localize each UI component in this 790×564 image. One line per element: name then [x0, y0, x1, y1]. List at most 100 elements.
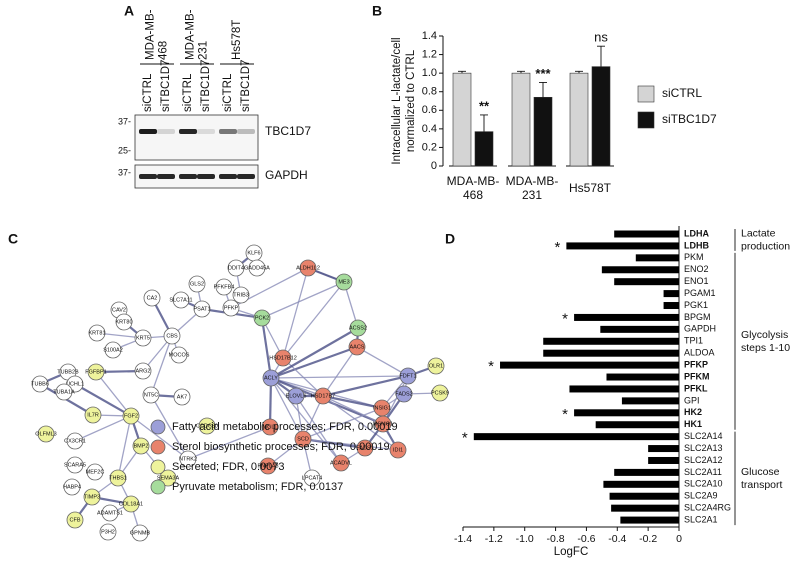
band	[179, 174, 197, 179]
node-label: CFB	[70, 517, 81, 523]
node-label: MOCOS	[169, 352, 190, 358]
x-tick-label: -1.4	[454, 533, 472, 545]
network-node	[179, 450, 197, 468]
network-edge	[322, 395, 399, 451]
bar	[543, 337, 679, 345]
network-node	[66, 432, 84, 450]
category-label: PFKP	[684, 359, 708, 369]
node-label: INSIG1	[373, 405, 391, 411]
category-label: PFKL	[684, 383, 708, 393]
category-label: GAPDH	[684, 324, 716, 334]
node-label: TRIB3	[233, 292, 249, 298]
x-tick-label: -0.6	[577, 533, 595, 545]
category-label: PGK1	[684, 300, 708, 310]
category-label: SLC2A4RG	[684, 503, 731, 513]
network-node	[193, 300, 211, 318]
bar	[566, 242, 679, 250]
node-label: CAV2	[112, 307, 126, 313]
category-label: SLC2A12	[684, 455, 723, 465]
node-label: LPCAT4	[302, 475, 322, 481]
network-node	[287, 387, 305, 405]
legend-swatch	[150, 439, 166, 455]
error-bar	[539, 81, 547, 98]
legend-swatch	[637, 85, 655, 103]
node-label: OLR1	[429, 363, 443, 369]
y-tick-label: 0	[431, 160, 437, 172]
network-edge	[282, 281, 345, 359]
network-node	[314, 387, 332, 405]
bar	[533, 96, 553, 167]
legend-swatch	[150, 479, 166, 495]
network-node	[104, 341, 122, 359]
node-label: CA2	[147, 295, 158, 301]
network-node	[431, 384, 449, 402]
network-edge	[322, 394, 383, 410]
node-label: S100A2	[103, 347, 123, 353]
bar	[574, 409, 679, 417]
network-node	[115, 313, 133, 331]
panel-label: D	[445, 231, 455, 247]
node-label: DDIT4	[228, 265, 244, 271]
node-label: TUBA1A	[53, 389, 75, 395]
y-tick-label: 0.8	[422, 86, 437, 98]
network-node	[389, 441, 407, 459]
network-node	[101, 504, 119, 522]
network-node	[374, 415, 392, 433]
node-label: ME3	[338, 279, 349, 285]
network-edge	[150, 335, 173, 396]
lane-label: siTBC1D7	[160, 60, 172, 112]
node-label: SCARA5	[64, 462, 86, 468]
bar	[452, 72, 472, 167]
significance: **	[479, 98, 490, 113]
x-tick-label: Hs578T	[569, 181, 612, 195]
node-label: IDI1	[393, 447, 403, 453]
legend-label: Pyruvate metabolism; FDR, 0.0137	[172, 481, 343, 493]
legend-label: Sterol biosynthetic processes; FDR, 0.00…	[172, 441, 390, 453]
network-node	[84, 406, 102, 424]
bar	[620, 516, 679, 524]
network-node	[63, 478, 81, 496]
node-label: HSD17B7	[311, 393, 335, 399]
node-label: UCHL1	[66, 381, 84, 387]
network-node	[248, 259, 266, 277]
category-label: ENO2	[684, 264, 709, 274]
network-node	[87, 363, 105, 381]
node-label: GADD45A	[244, 265, 270, 271]
network-edge	[322, 395, 384, 425]
significance: ***	[535, 66, 551, 81]
node-label: ADAMTS1	[97, 510, 123, 516]
category-label: SLC2A11	[684, 467, 722, 477]
node-label: SCD	[297, 436, 309, 442]
category-label: SLC2A1	[684, 514, 718, 524]
node-label: FGF2	[124, 413, 138, 419]
network-node	[170, 346, 188, 364]
category-label: SLC2A13	[684, 443, 723, 453]
network-node	[399, 367, 417, 385]
node-label: TUBB2B	[57, 369, 79, 375]
node-label: PCSK9	[431, 390, 449, 396]
cell-line-label: MDA-MB-468	[145, 9, 170, 60]
legend-label: siTBC1D7	[662, 112, 717, 126]
y-axis-label: normalized to CTRL	[405, 49, 417, 152]
network-node	[299, 259, 317, 277]
category-label: TPI1	[684, 336, 703, 346]
category-label: PGAM1	[684, 288, 716, 298]
legend-swatch	[637, 111, 655, 129]
network-node	[88, 324, 106, 342]
node-label: ACSS2	[349, 325, 367, 331]
bar	[606, 373, 679, 381]
y-tick-label: 1.0	[422, 67, 437, 79]
band	[237, 129, 255, 134]
node-label: PFKFB4	[214, 284, 235, 290]
network-node	[37, 425, 55, 443]
significance: *	[488, 358, 494, 375]
node-label: PSAT1	[193, 306, 210, 312]
significance: *	[554, 239, 560, 256]
node-label: PFKP	[224, 305, 239, 311]
category-label: PFKM	[684, 371, 710, 381]
network-node	[395, 385, 413, 403]
network-node	[143, 289, 161, 307]
network-node	[294, 430, 312, 448]
network-node	[86, 463, 104, 481]
